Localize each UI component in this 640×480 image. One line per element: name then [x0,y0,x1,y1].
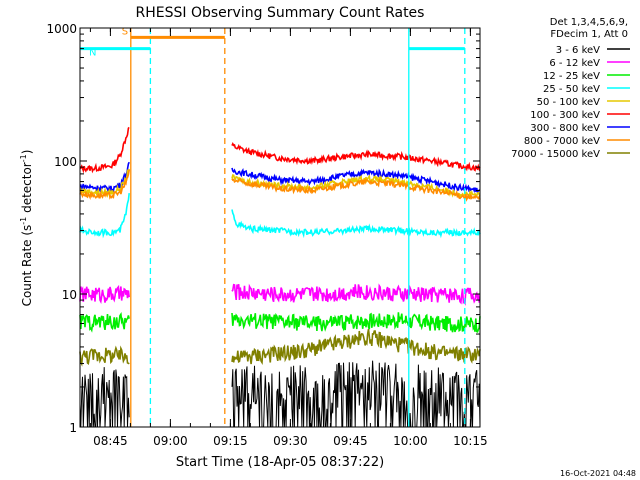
x-tick-label: 08:45 [93,434,128,448]
axes: 1 10 100 1000 08:45 09:00 09:15 09:30 09:45 10:00… [46,22,487,448]
series-7000-15000-kev [79,329,481,367]
x-tick-label: 10:15 [453,434,488,448]
legend-label: 12 - 25 keV [543,71,600,82]
series-layer [79,126,481,428]
legend-label: 100 - 300 keV [530,110,600,121]
legend-header-line: Det 1,3,4,5,6,9, [550,17,628,28]
series-12-25-kev [79,311,481,333]
series-segment [231,283,480,306]
series-segment [231,329,481,365]
series-segment [231,142,481,172]
x-tick-label: 09:45 [333,434,368,448]
legend-label: 50 - 100 keV [537,97,601,108]
legend-label: 3 - 6 keV [556,45,600,56]
series-segment [79,367,130,428]
legend-label: 6 - 12 keV [549,58,600,69]
series-segment [79,126,130,174]
interval-label: N [89,48,96,59]
plot-frame [79,27,481,428]
series-segment [79,311,130,333]
series-segment [231,209,481,239]
interval-label: S [122,26,128,37]
interval-markers: SN [80,26,466,427]
footer-timestamp: 16-Oct-2021 04:48 [560,469,636,478]
y-axis-label-mid: detector [20,162,34,217]
legend-header-line: FDecim 1, Att 0 [550,29,628,40]
y-axis-label-sup1: -1 [19,217,28,225]
series-segment [231,167,481,195]
series-25-50-kev [79,193,481,239]
y-tick-label: 1000 [46,22,77,36]
legend-label: 800 - 7000 keV [524,136,600,147]
y-axis-label-end: ) [20,150,34,155]
series-100-300-kev [79,126,481,174]
series-6-12-kev [79,283,480,306]
legend-label: 25 - 50 keV [543,84,600,95]
legend-label: 300 - 800 keV [530,123,600,134]
y-tick-label: 1 [69,421,77,435]
series-800-7000-kev [79,169,481,202]
x-tick-label: 09:15 [213,434,248,448]
y-tick-label: 10 [62,288,77,302]
series-segment [231,177,481,202]
x-tick-label: 09:00 [153,434,188,448]
series-segment [79,169,130,200]
series-segment [79,193,130,239]
x-tick-label: 10:00 [393,434,428,448]
series-3-6-kev [79,360,481,428]
x-tick-label: 09:30 [273,434,308,448]
x-axis-label: Start Time (18-Apr-05 08:37:22) [176,455,384,470]
series-50-100-kev [79,168,481,199]
y-axis-label: Count Rate (s-1 detector-1) [19,150,34,307]
series-segment [231,312,481,333]
y-axis-label-main: Count Rate (s [20,225,34,307]
legend: 3 - 6 keV 6 - 12 keV 12 - 25 keV 25 - 50 ke… [511,45,630,160]
series-segment [231,360,481,428]
legend-label: 7000 - 15000 keV [511,149,600,160]
series-segment [79,284,130,304]
series-segment [79,345,130,367]
y-axis-label-sup2: -1 [19,154,28,162]
legend-header: Det 1,3,4,5,6,9,FDecim 1, Att 0 [550,17,628,40]
chart-title: RHESSI Observing Summary Count Rates [136,5,425,21]
y-tick-label: 100 [54,155,77,169]
